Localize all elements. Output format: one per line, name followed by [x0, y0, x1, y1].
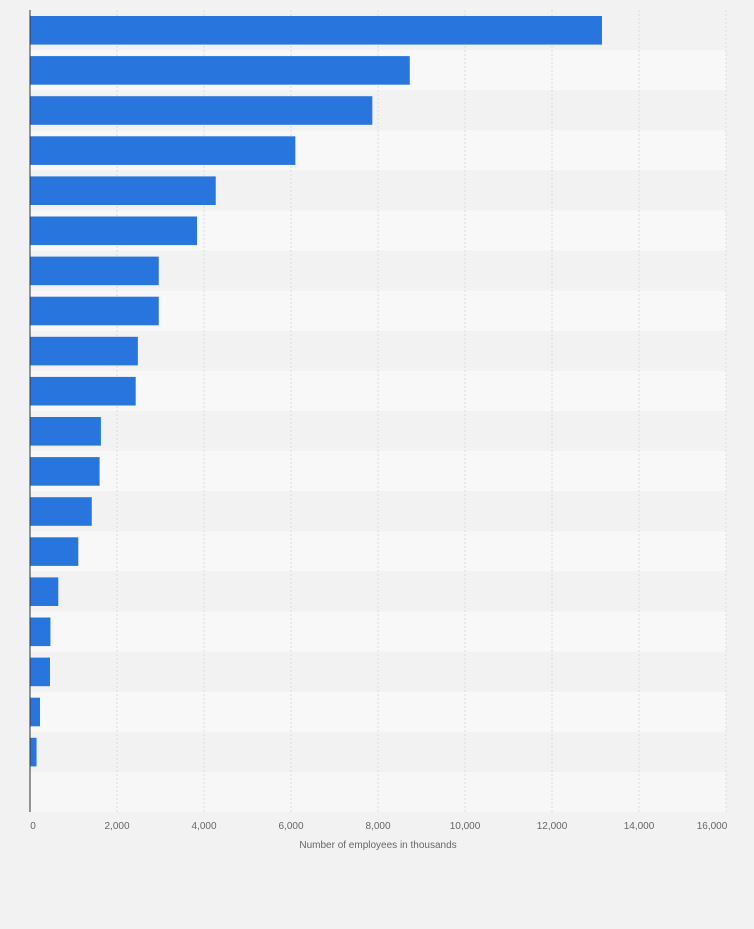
- bar[interactable]: [30, 56, 410, 85]
- x-tick-label: 8,000: [365, 821, 390, 832]
- x-tick-label: 4,000: [191, 821, 216, 832]
- bar[interactable]: [30, 136, 296, 165]
- bar[interactable]: [30, 497, 92, 526]
- x-tick-label: 12,000: [537, 821, 568, 832]
- bar[interactable]: [30, 537, 79, 566]
- bar[interactable]: [30, 96, 373, 125]
- x-axis-ticks: 0 2,000 4,000 6,000 8,000 10,000 12,000 14,000 1…: [30, 821, 728, 832]
- bar[interactable]: [30, 417, 101, 446]
- bar[interactable]: [30, 617, 51, 647]
- bar[interactable]: [30, 376, 136, 406]
- bar[interactable]: [30, 737, 37, 767]
- bar[interactable]: [30, 176, 216, 205]
- x-tick-label: 16,000: [697, 821, 728, 832]
- x-tick-label: 10,000: [450, 821, 481, 832]
- x-axis-title: Number of employees in thousands: [299, 840, 456, 851]
- bar[interactable]: [30, 336, 138, 366]
- x-tick-label: 0: [30, 821, 36, 832]
- bar[interactable]: [30, 457, 100, 486]
- bar[interactable]: [30, 577, 59, 606]
- bar[interactable]: [30, 657, 51, 687]
- x-tick-label: 2,000: [104, 821, 129, 832]
- x-tick-label: 14,000: [624, 821, 655, 832]
- bar[interactable]: [30, 296, 159, 326]
- bars: [30, 16, 603, 767]
- bar[interactable]: [30, 697, 41, 727]
- bar[interactable]: [30, 16, 603, 45]
- x-tick-label: 6,000: [278, 821, 303, 832]
- bar[interactable]: [30, 216, 198, 246]
- bar[interactable]: [30, 256, 159, 286]
